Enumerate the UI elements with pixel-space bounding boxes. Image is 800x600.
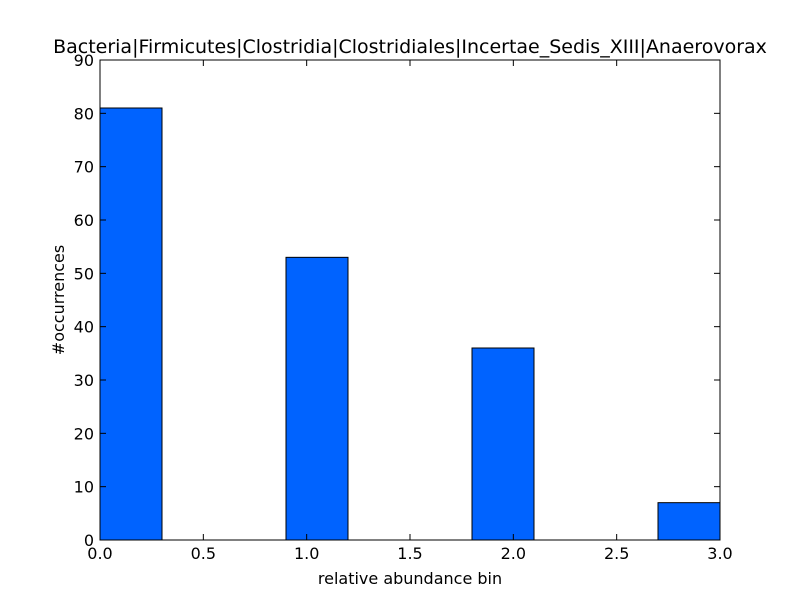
x-tick-label: 3.0 xyxy=(707,544,732,563)
x-axis-label: relative abundance bin xyxy=(318,569,502,588)
x-tick-label: 1.5 xyxy=(397,544,422,563)
bars-layer xyxy=(99,107,721,541)
y-tick-label: 80 xyxy=(74,104,94,123)
bar-1 xyxy=(285,256,349,541)
y-tick-label: 50 xyxy=(74,264,94,283)
x-tick-label: 0.5 xyxy=(191,544,216,563)
plot-frame xyxy=(99,59,721,541)
y-axis-label: #occurrences xyxy=(49,245,68,355)
y-tick-label: 70 xyxy=(74,158,94,177)
x-tick-label: 2.0 xyxy=(501,544,526,563)
y-tick-label: 20 xyxy=(74,424,94,443)
y-tick-label: 10 xyxy=(74,478,94,497)
bar-2 xyxy=(471,347,535,541)
bar-0 xyxy=(99,107,163,541)
bar-3 xyxy=(657,502,721,541)
y-tick-label: 60 xyxy=(74,211,94,230)
y-tick-label: 90 xyxy=(74,51,94,70)
x-tick-label: 0.0 xyxy=(87,544,112,563)
y-tick-label: 0 xyxy=(84,531,94,550)
chart-title: Bacteria|Firmicutes|Clostridia|Clostridi… xyxy=(53,36,767,58)
y-tick-label: 30 xyxy=(74,371,94,390)
y-tick-label: 40 xyxy=(74,318,94,337)
ticks-layer: 0.0 0.5 1.0 1.5 2.0 2.5 3.0 0 10 20 30 40 50 60 70 80 90 xyxy=(74,51,733,563)
x-tick-label: 2.5 xyxy=(604,544,629,563)
x-tick-label: 1.0 xyxy=(294,544,319,563)
